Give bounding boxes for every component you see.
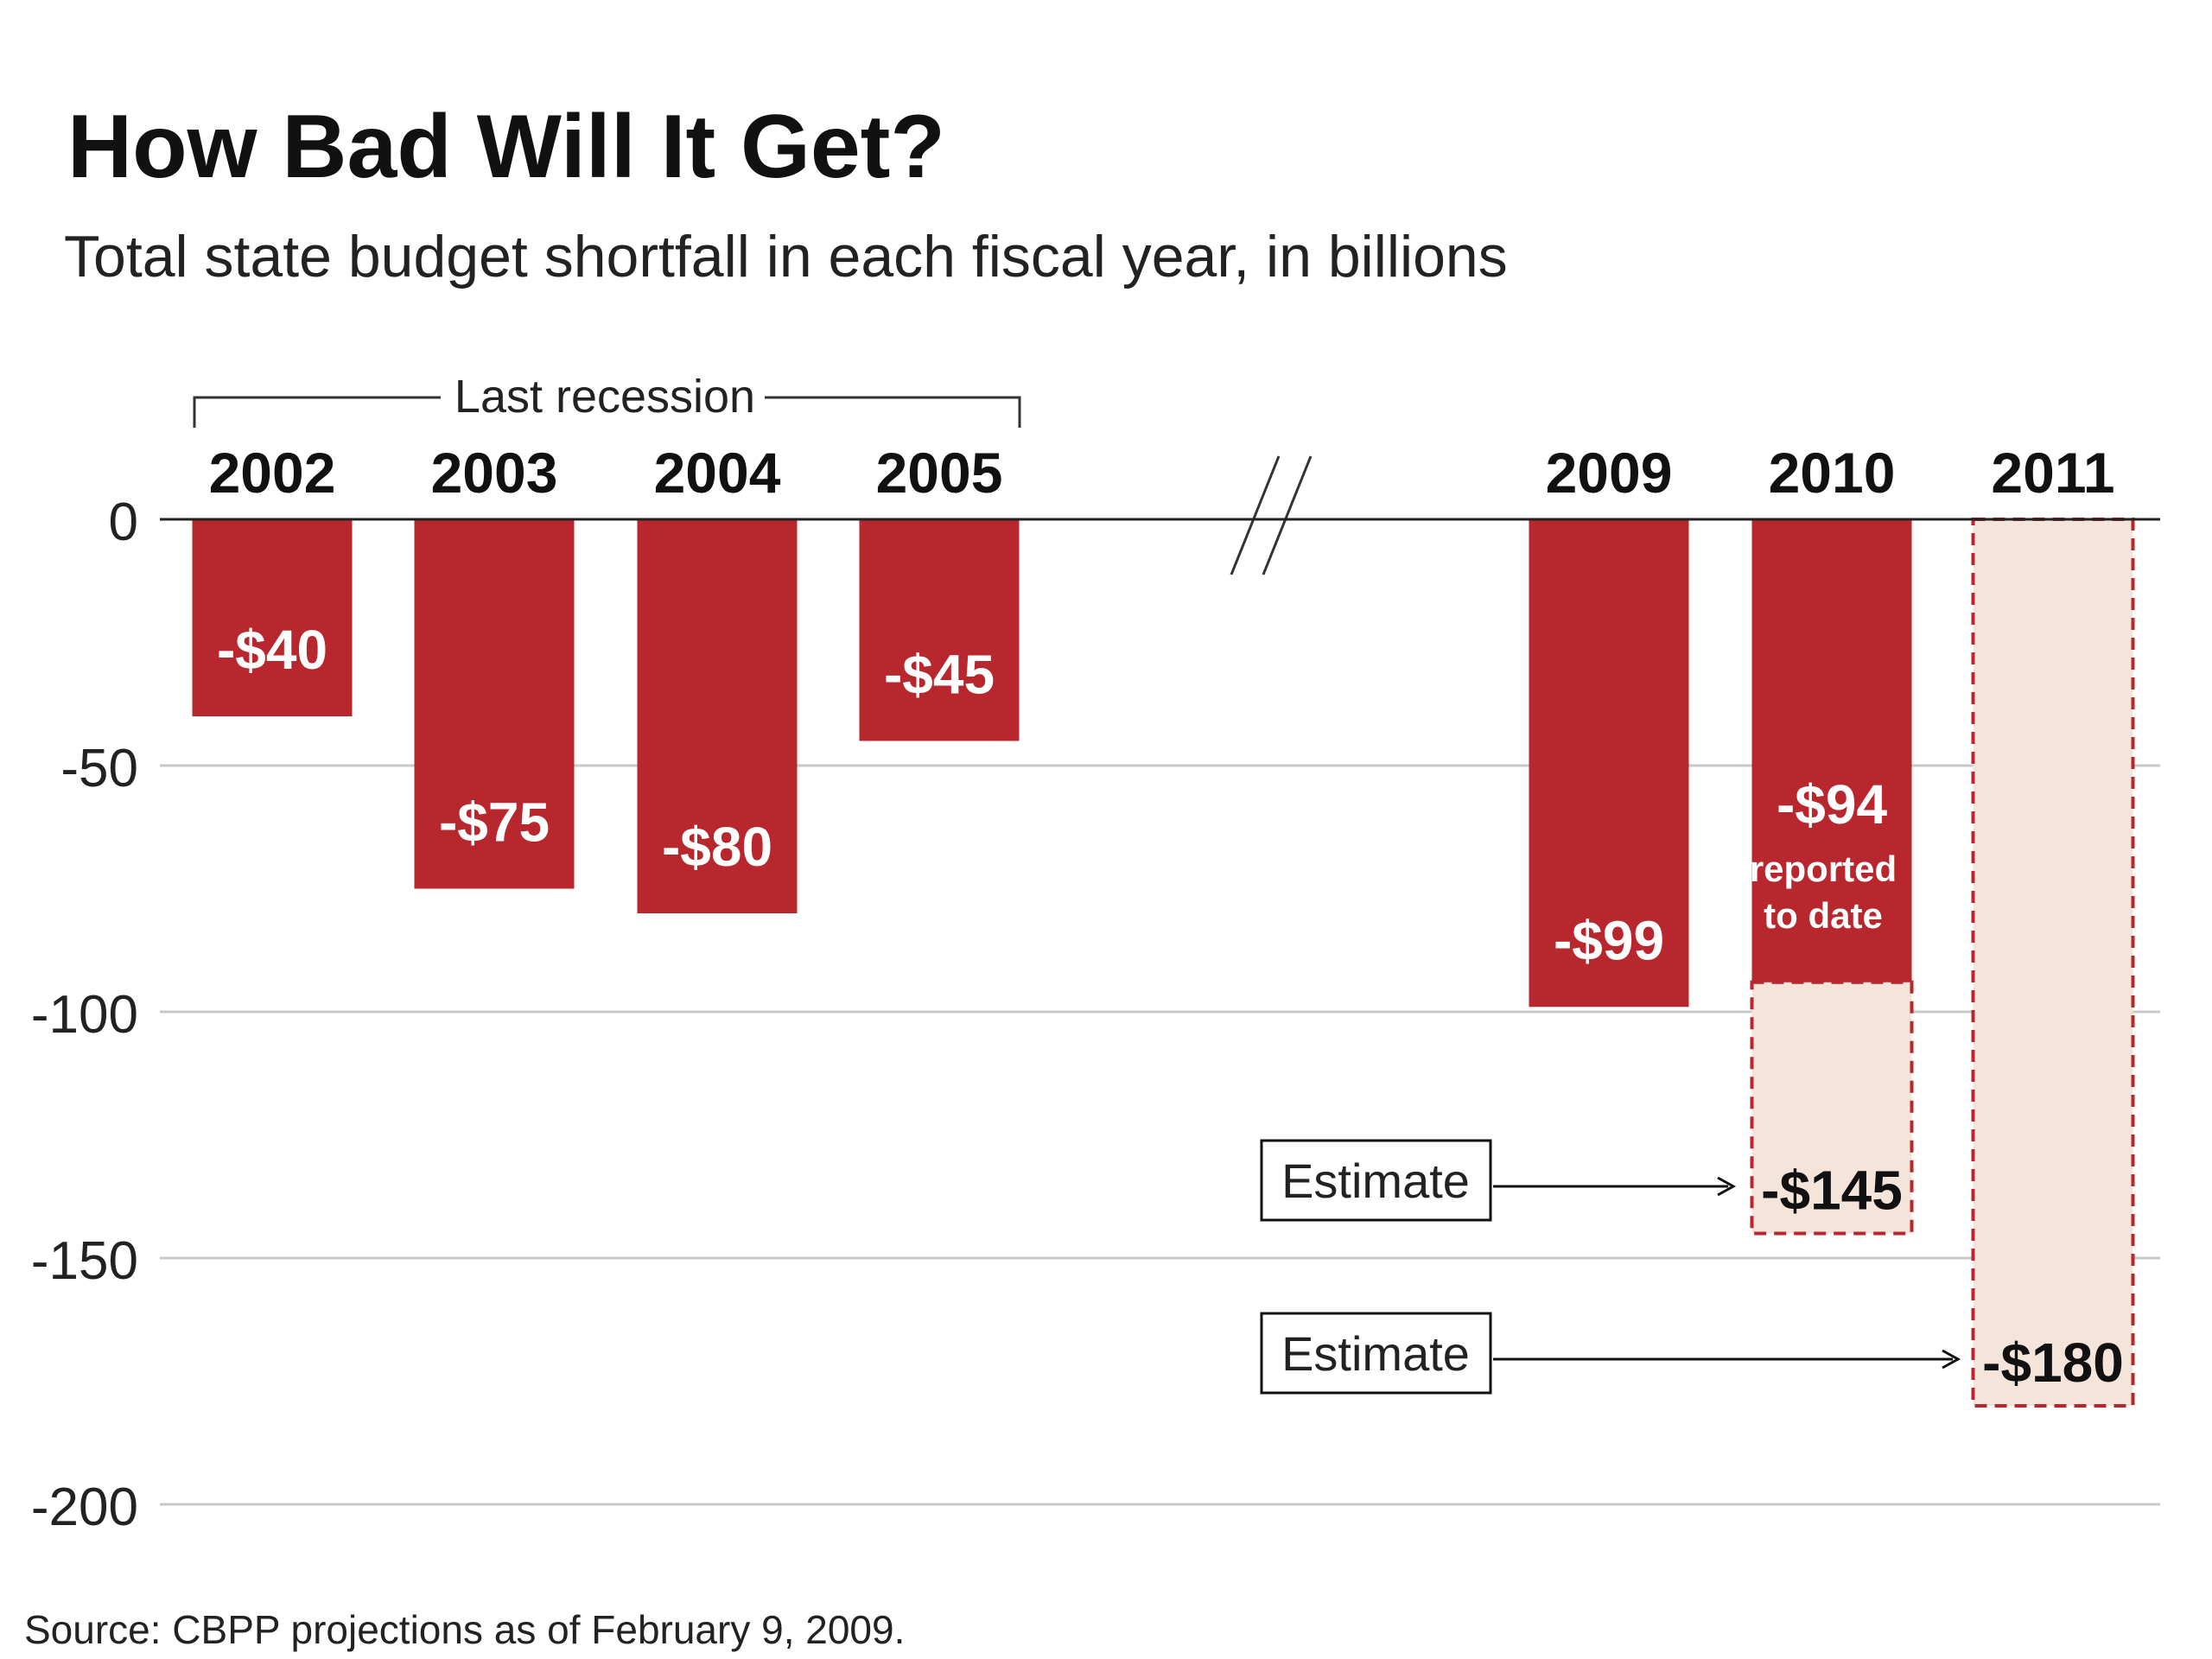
estimate-callout-2011: Estimate: [1260, 1312, 1961, 1395]
y-tick-label: -150: [31, 1231, 138, 1291]
x-axis-category-labels: 2002 2003 2004 2005 2009 2010 2011: [209, 441, 2115, 505]
axis-break-mark: [1230, 455, 1313, 575]
estimate-label-1: Estimate: [1281, 1154, 1470, 1208]
category-label: 2011: [1991, 441, 2114, 505]
actual-bar: [859, 519, 1020, 741]
actual-bar: [637, 519, 798, 913]
reported-note-line1: reported: [1750, 849, 1897, 889]
actual-value-label: -$40: [217, 619, 327, 681]
reported-note-line2: to date: [1764, 895, 1883, 936]
last-recession-label: Last recession: [454, 371, 755, 423]
estimate-label-2: Estimate: [1281, 1326, 1470, 1381]
actual-bars: [192, 519, 1912, 1007]
estimate-callout-2010: Estimate: [1260, 1139, 1737, 1222]
actual-bar: [414, 519, 575, 889]
actual-bar: [1529, 519, 1689, 1007]
y-tick-label: -50: [60, 739, 138, 798]
category-label: 2003: [431, 441, 558, 505]
source-note: Source: CBPP projections as of February …: [24, 1607, 905, 1652]
actual-bar: [192, 519, 353, 716]
bar-value-labels: -$145 -$180 -$40 -$75 -$80 -$45 -$99 -$94: [217, 619, 2124, 1394]
last-recession-bracket: Last recession: [193, 371, 1021, 428]
y-axis-tick-labels: 0 -50 -100 -150 -200: [31, 493, 138, 1537]
category-label: 2009: [1546, 441, 1673, 505]
estimate-value-label: -$145: [1761, 1160, 1903, 1222]
actual-bar: [1751, 519, 1912, 982]
actual-value-label: -$94: [1777, 773, 1888, 836]
actual-value-label: -$75: [439, 791, 550, 854]
y-tick-label: 0: [109, 493, 138, 552]
chart-subtitle: Total state budget shortfall in each fis…: [64, 224, 1508, 289]
y-tick-label: -100: [31, 985, 138, 1045]
actual-value-label: -$80: [662, 816, 772, 878]
category-label: 2010: [1769, 441, 1896, 505]
y-tick-label: -200: [31, 1478, 138, 1537]
actual-value-label: -$45: [884, 644, 995, 706]
category-label: 2005: [876, 441, 1003, 505]
estimate-bar: [1750, 980, 1914, 1236]
actual-value-label: -$99: [1554, 909, 1664, 971]
category-label: 2002: [209, 441, 336, 505]
estimate-bar: [1971, 518, 2135, 1408]
category-label: 2004: [654, 441, 781, 505]
chart-title: How Bad Will It Get?: [67, 97, 945, 197]
estimate-value-label: -$180: [1982, 1332, 2124, 1394]
